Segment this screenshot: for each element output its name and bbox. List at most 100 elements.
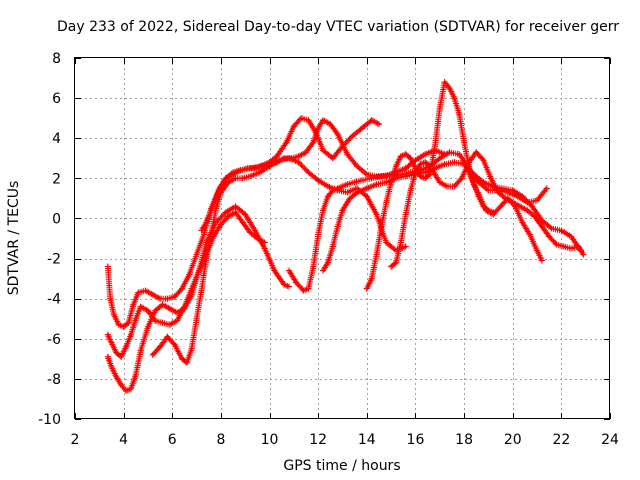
data-point <box>373 251 380 258</box>
data-point <box>358 177 365 184</box>
data-point <box>125 319 132 326</box>
data-point <box>444 183 451 190</box>
data-point <box>232 175 239 182</box>
data-point <box>164 295 171 302</box>
data-point <box>293 279 300 286</box>
data-point <box>538 257 545 264</box>
data-point <box>422 169 429 176</box>
data-point <box>203 255 210 262</box>
data-point <box>368 117 375 124</box>
data-point <box>339 183 346 190</box>
data-point <box>261 245 268 252</box>
data-point <box>315 231 322 238</box>
data-point <box>351 179 358 186</box>
data-point <box>286 283 292 290</box>
data-point <box>393 163 399 170</box>
data-point <box>300 287 307 294</box>
data-point <box>451 183 458 190</box>
data-point <box>531 213 538 220</box>
data-point <box>283 139 290 146</box>
data-point <box>225 179 232 186</box>
data-point <box>490 211 497 218</box>
data-point <box>543 185 550 192</box>
data-point <box>534 247 541 254</box>
series-line <box>322 161 582 271</box>
data-point <box>402 243 409 250</box>
data-point <box>193 251 200 258</box>
data-point <box>546 233 553 240</box>
data-point <box>247 229 254 236</box>
data-point <box>188 345 195 352</box>
data-point <box>468 175 475 182</box>
data-point <box>363 193 370 200</box>
data-point <box>203 239 210 246</box>
data-point <box>327 121 334 128</box>
data-point <box>132 371 139 378</box>
data-point <box>402 151 409 158</box>
data-point <box>436 155 443 162</box>
data-point <box>320 117 327 124</box>
data-point <box>354 163 361 170</box>
data-point <box>397 239 404 246</box>
x-tick-label: 22 <box>552 432 570 448</box>
data-point <box>344 181 351 188</box>
chart-title: Day 233 of 2022, Sidereal Day-to-day VTE… <box>57 19 619 35</box>
y-tick-label: -10 <box>38 412 61 428</box>
data-point <box>181 305 188 312</box>
data-point <box>441 161 448 168</box>
data-point <box>137 347 144 354</box>
data-point <box>244 165 251 172</box>
data-point <box>446 85 453 92</box>
data-point <box>251 227 258 234</box>
data-point <box>487 175 494 182</box>
x-axis-label: GPS time / hours <box>283 458 400 474</box>
data-point <box>402 173 409 180</box>
data-point <box>480 179 487 186</box>
data-point <box>329 243 336 250</box>
data-point <box>303 149 310 156</box>
data-point <box>560 243 567 250</box>
data-point <box>519 193 526 200</box>
data-point <box>118 381 125 388</box>
x-tick-label: 14 <box>358 432 376 448</box>
data-point <box>512 203 519 210</box>
data-point <box>107 295 114 302</box>
data-point <box>354 189 361 196</box>
plot-frame <box>74 57 610 419</box>
data-point <box>104 263 111 270</box>
data-point <box>271 267 278 274</box>
data-point <box>171 293 178 300</box>
data-point <box>247 173 254 180</box>
data-point <box>315 125 322 132</box>
data-point <box>363 171 370 178</box>
data-point <box>104 331 111 338</box>
data-point <box>239 175 246 182</box>
data-point <box>273 159 280 166</box>
data-point <box>222 209 229 216</box>
series-track-10 <box>461 159 545 264</box>
data-point <box>198 287 205 294</box>
x-tick-label: 2 <box>71 432 80 448</box>
data-point <box>538 223 545 230</box>
data-point <box>451 95 458 102</box>
data-point <box>232 203 239 210</box>
data-point <box>407 155 414 162</box>
data-point <box>120 323 127 330</box>
data-point <box>130 301 137 308</box>
data-point <box>441 79 448 86</box>
data-point <box>422 159 429 166</box>
data-point <box>368 275 375 282</box>
data-point <box>402 211 409 218</box>
data-point <box>431 171 438 178</box>
data-point <box>108 339 115 346</box>
data-point <box>320 267 327 274</box>
data-point <box>324 193 331 200</box>
series-track-7 <box>320 159 584 274</box>
data-point <box>208 207 215 214</box>
data-point <box>298 115 305 122</box>
data-point <box>375 121 382 128</box>
y-tick-label: -6 <box>47 332 61 348</box>
data-point <box>217 221 224 228</box>
